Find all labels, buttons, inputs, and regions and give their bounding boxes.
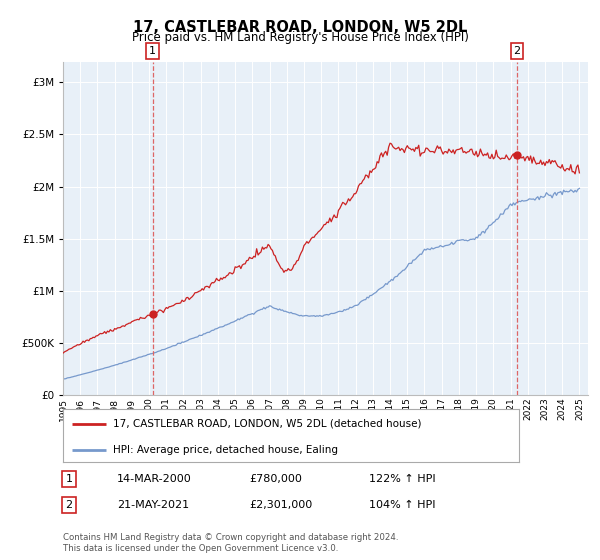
Text: 122% ↑ HPI: 122% ↑ HPI <box>369 474 436 484</box>
Text: 2: 2 <box>65 500 73 510</box>
Text: 1: 1 <box>65 474 73 484</box>
Text: 17, CASTLEBAR ROAD, LONDON, W5 2DL: 17, CASTLEBAR ROAD, LONDON, W5 2DL <box>133 20 467 35</box>
Text: 14-MAR-2000: 14-MAR-2000 <box>117 474 192 484</box>
Text: 2: 2 <box>514 46 521 56</box>
Text: Price paid vs. HM Land Registry's House Price Index (HPI): Price paid vs. HM Land Registry's House … <box>131 31 469 44</box>
Text: HPI: Average price, detached house, Ealing: HPI: Average price, detached house, Eali… <box>113 445 338 455</box>
Text: £780,000: £780,000 <box>249 474 302 484</box>
Text: 21-MAY-2021: 21-MAY-2021 <box>117 500 189 510</box>
Text: £2,301,000: £2,301,000 <box>249 500 312 510</box>
Text: 1: 1 <box>149 46 156 56</box>
Text: Contains HM Land Registry data © Crown copyright and database right 2024.
This d: Contains HM Land Registry data © Crown c… <box>63 533 398 553</box>
Text: 17, CASTLEBAR ROAD, LONDON, W5 2DL (detached house): 17, CASTLEBAR ROAD, LONDON, W5 2DL (deta… <box>113 419 422 429</box>
Text: 104% ↑ HPI: 104% ↑ HPI <box>369 500 436 510</box>
